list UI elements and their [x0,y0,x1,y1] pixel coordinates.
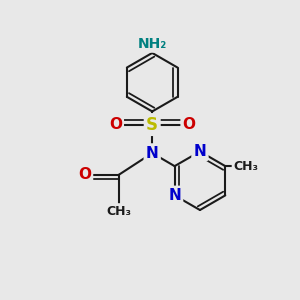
Text: CH₃: CH₃ [106,205,132,218]
Text: NH₂: NH₂ [138,37,167,51]
Text: O: O [109,117,122,132]
Text: N: N [168,188,181,203]
Text: N: N [194,144,206,159]
Text: S: S [146,116,158,134]
Text: CH₃: CH₃ [234,160,259,172]
Text: O: O [78,167,91,182]
Text: O: O [183,117,196,132]
Text: N: N [146,146,159,160]
